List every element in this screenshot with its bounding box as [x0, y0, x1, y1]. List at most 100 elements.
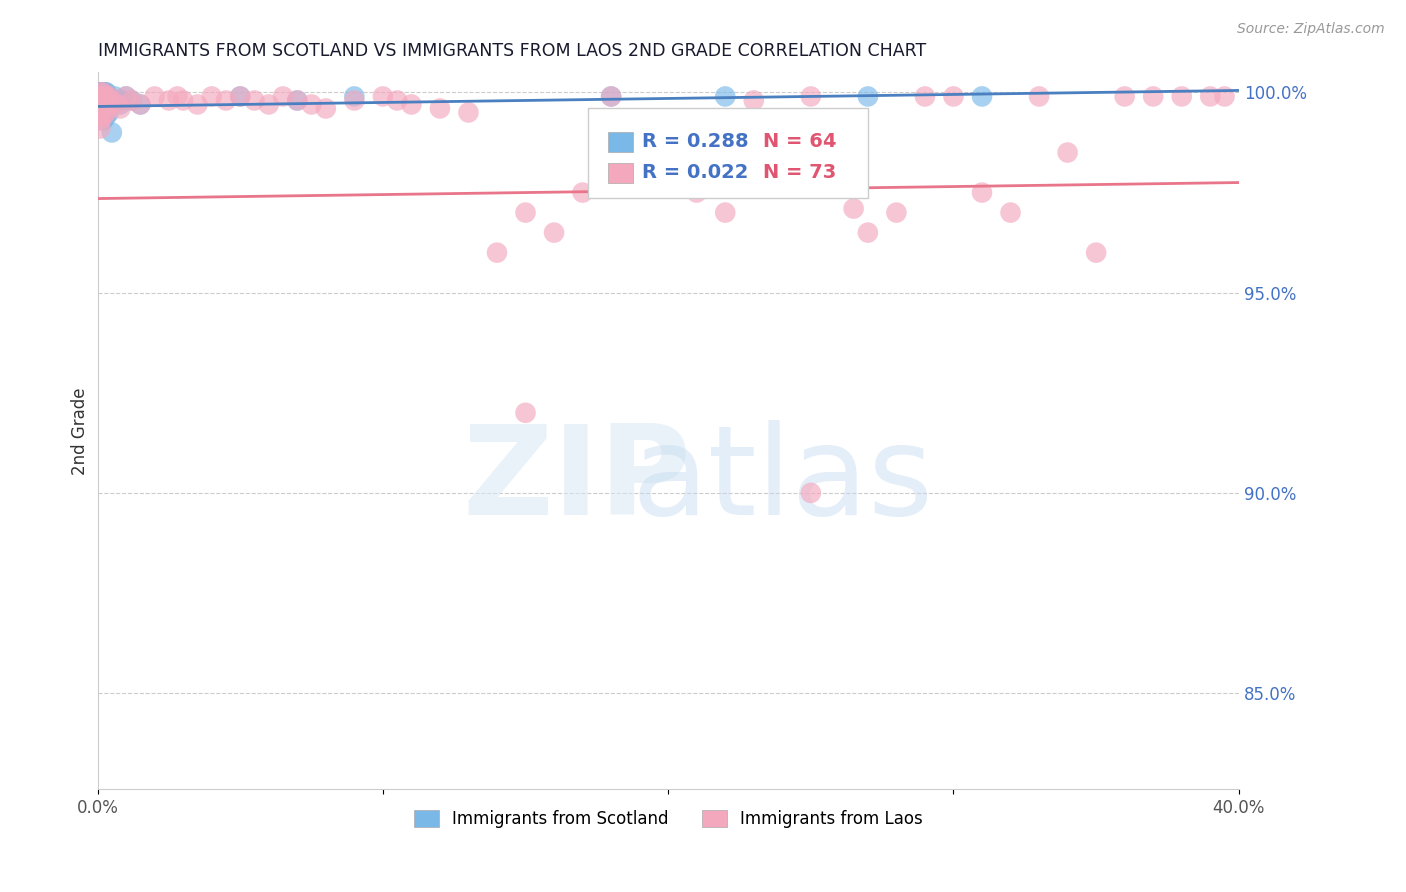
- Point: [157, 94, 180, 108]
- Point: [89, 89, 111, 103]
- Point: [1114, 89, 1136, 103]
- Point: [856, 226, 879, 240]
- Point: [91, 113, 114, 128]
- Bar: [607, 162, 633, 183]
- Point: [89, 86, 111, 100]
- Point: [94, 86, 117, 100]
- Point: [166, 89, 188, 103]
- Point: [543, 226, 565, 240]
- Point: [800, 486, 823, 500]
- Point: [714, 89, 737, 103]
- Point: [91, 89, 114, 103]
- Text: R = 0.288: R = 0.288: [643, 132, 748, 152]
- Point: [485, 245, 508, 260]
- Point: [89, 86, 111, 100]
- Point: [886, 205, 908, 219]
- Point: [385, 94, 408, 108]
- Point: [271, 89, 294, 103]
- Point: [742, 94, 765, 108]
- Point: [129, 97, 152, 112]
- Point: [89, 86, 111, 100]
- Point: [129, 97, 152, 112]
- Point: [201, 89, 224, 103]
- Text: Source: ZipAtlas.com: Source: ZipAtlas.com: [1237, 22, 1385, 37]
- Point: [94, 102, 117, 116]
- Point: [91, 102, 114, 116]
- Point: [371, 89, 394, 103]
- Point: [89, 105, 111, 120]
- Point: [89, 102, 111, 116]
- Point: [89, 94, 111, 108]
- Point: [515, 205, 537, 219]
- Point: [600, 89, 623, 103]
- Point: [121, 94, 143, 108]
- Point: [94, 89, 117, 103]
- Point: [89, 86, 111, 100]
- Point: [143, 89, 166, 103]
- Point: [89, 86, 111, 100]
- Point: [91, 86, 114, 100]
- Point: [91, 86, 114, 100]
- Point: [89, 89, 111, 103]
- FancyBboxPatch shape: [588, 108, 868, 198]
- Point: [571, 186, 593, 200]
- Point: [89, 86, 111, 100]
- Point: [112, 94, 135, 108]
- Point: [107, 97, 129, 112]
- Point: [91, 86, 114, 100]
- Text: IMMIGRANTS FROM SCOTLAND VS IMMIGRANTS FROM LAOS 2ND GRADE CORRELATION CHART: IMMIGRANTS FROM SCOTLAND VS IMMIGRANTS F…: [97, 42, 925, 60]
- Point: [91, 86, 114, 100]
- Point: [1028, 89, 1050, 103]
- Point: [115, 89, 138, 103]
- Point: [98, 97, 121, 112]
- Point: [91, 86, 114, 100]
- Point: [94, 105, 117, 120]
- Point: [89, 89, 111, 103]
- Point: [89, 86, 111, 100]
- Point: [657, 145, 679, 160]
- Point: [1056, 145, 1078, 160]
- Point: [91, 97, 114, 112]
- Point: [600, 89, 623, 103]
- Point: [98, 97, 121, 112]
- Point: [301, 97, 323, 112]
- Point: [89, 86, 111, 100]
- Point: [91, 89, 114, 103]
- Point: [229, 89, 252, 103]
- Point: [89, 94, 111, 108]
- Point: [89, 86, 111, 100]
- Point: [89, 94, 111, 108]
- Point: [315, 102, 337, 116]
- Point: [91, 86, 114, 100]
- Point: [89, 86, 111, 100]
- Point: [186, 97, 208, 112]
- Point: [91, 86, 114, 100]
- Point: [628, 165, 651, 179]
- Point: [285, 94, 308, 108]
- Point: [91, 94, 114, 108]
- Point: [94, 86, 117, 100]
- Point: [89, 86, 111, 100]
- Point: [1000, 205, 1022, 219]
- Point: [89, 110, 111, 124]
- Point: [1170, 89, 1192, 103]
- Point: [91, 110, 114, 124]
- Point: [842, 202, 865, 216]
- Text: N = 73: N = 73: [763, 163, 837, 182]
- Point: [89, 86, 111, 100]
- Point: [856, 89, 879, 103]
- Point: [94, 89, 117, 103]
- Point: [101, 94, 124, 108]
- Point: [89, 86, 111, 100]
- Point: [91, 86, 114, 100]
- Point: [457, 105, 479, 120]
- Point: [91, 86, 114, 100]
- Point: [89, 86, 111, 100]
- Point: [89, 121, 111, 136]
- Y-axis label: 2nd Grade: 2nd Grade: [72, 387, 89, 475]
- Point: [91, 86, 114, 100]
- Point: [91, 94, 114, 108]
- Point: [229, 89, 252, 103]
- Point: [172, 94, 194, 108]
- Point: [942, 89, 965, 103]
